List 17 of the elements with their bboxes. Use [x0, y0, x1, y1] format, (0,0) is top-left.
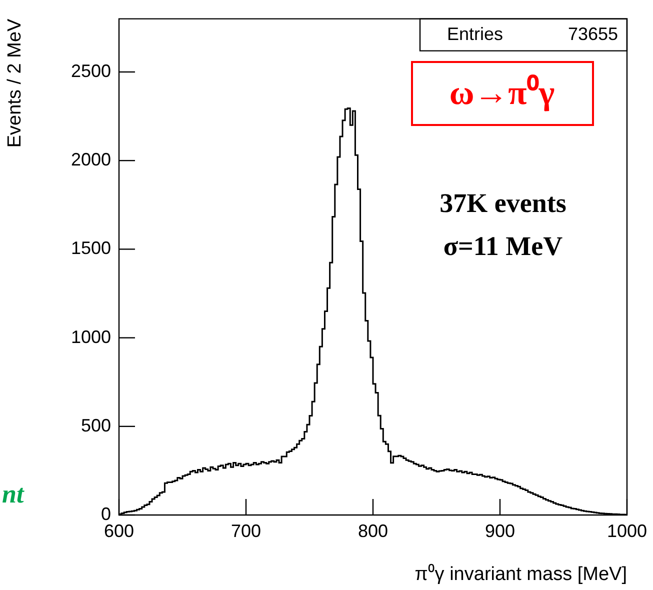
x-axis-title: π⁰γ invariant mass [MeV]	[414, 562, 627, 585]
text: nt	[2, 480, 24, 509]
y-axis-title: Events / 2 MeV	[4, 18, 26, 148]
y-tick-label: 2000	[70, 150, 111, 170]
x-tick-label: 700	[230, 520, 262, 541]
x-tick-label: 1000	[606, 520, 647, 541]
x-tick-label: 900	[484, 520, 516, 541]
x-tick-label: 800	[358, 520, 388, 541]
annotation: σ=11 MeV	[443, 230, 564, 261]
annotation: Entries	[447, 24, 504, 44]
annotation: 73655	[568, 24, 618, 44]
annotation: 37K events	[440, 188, 566, 218]
y-tick-label: 500	[80, 415, 111, 436]
annotation: ω→π⁰γ	[449, 74, 555, 112]
y-tick-label: 2500	[70, 60, 111, 81]
y-tick-label: 1500	[70, 238, 111, 258]
y-tick-label: 1000	[70, 326, 111, 347]
